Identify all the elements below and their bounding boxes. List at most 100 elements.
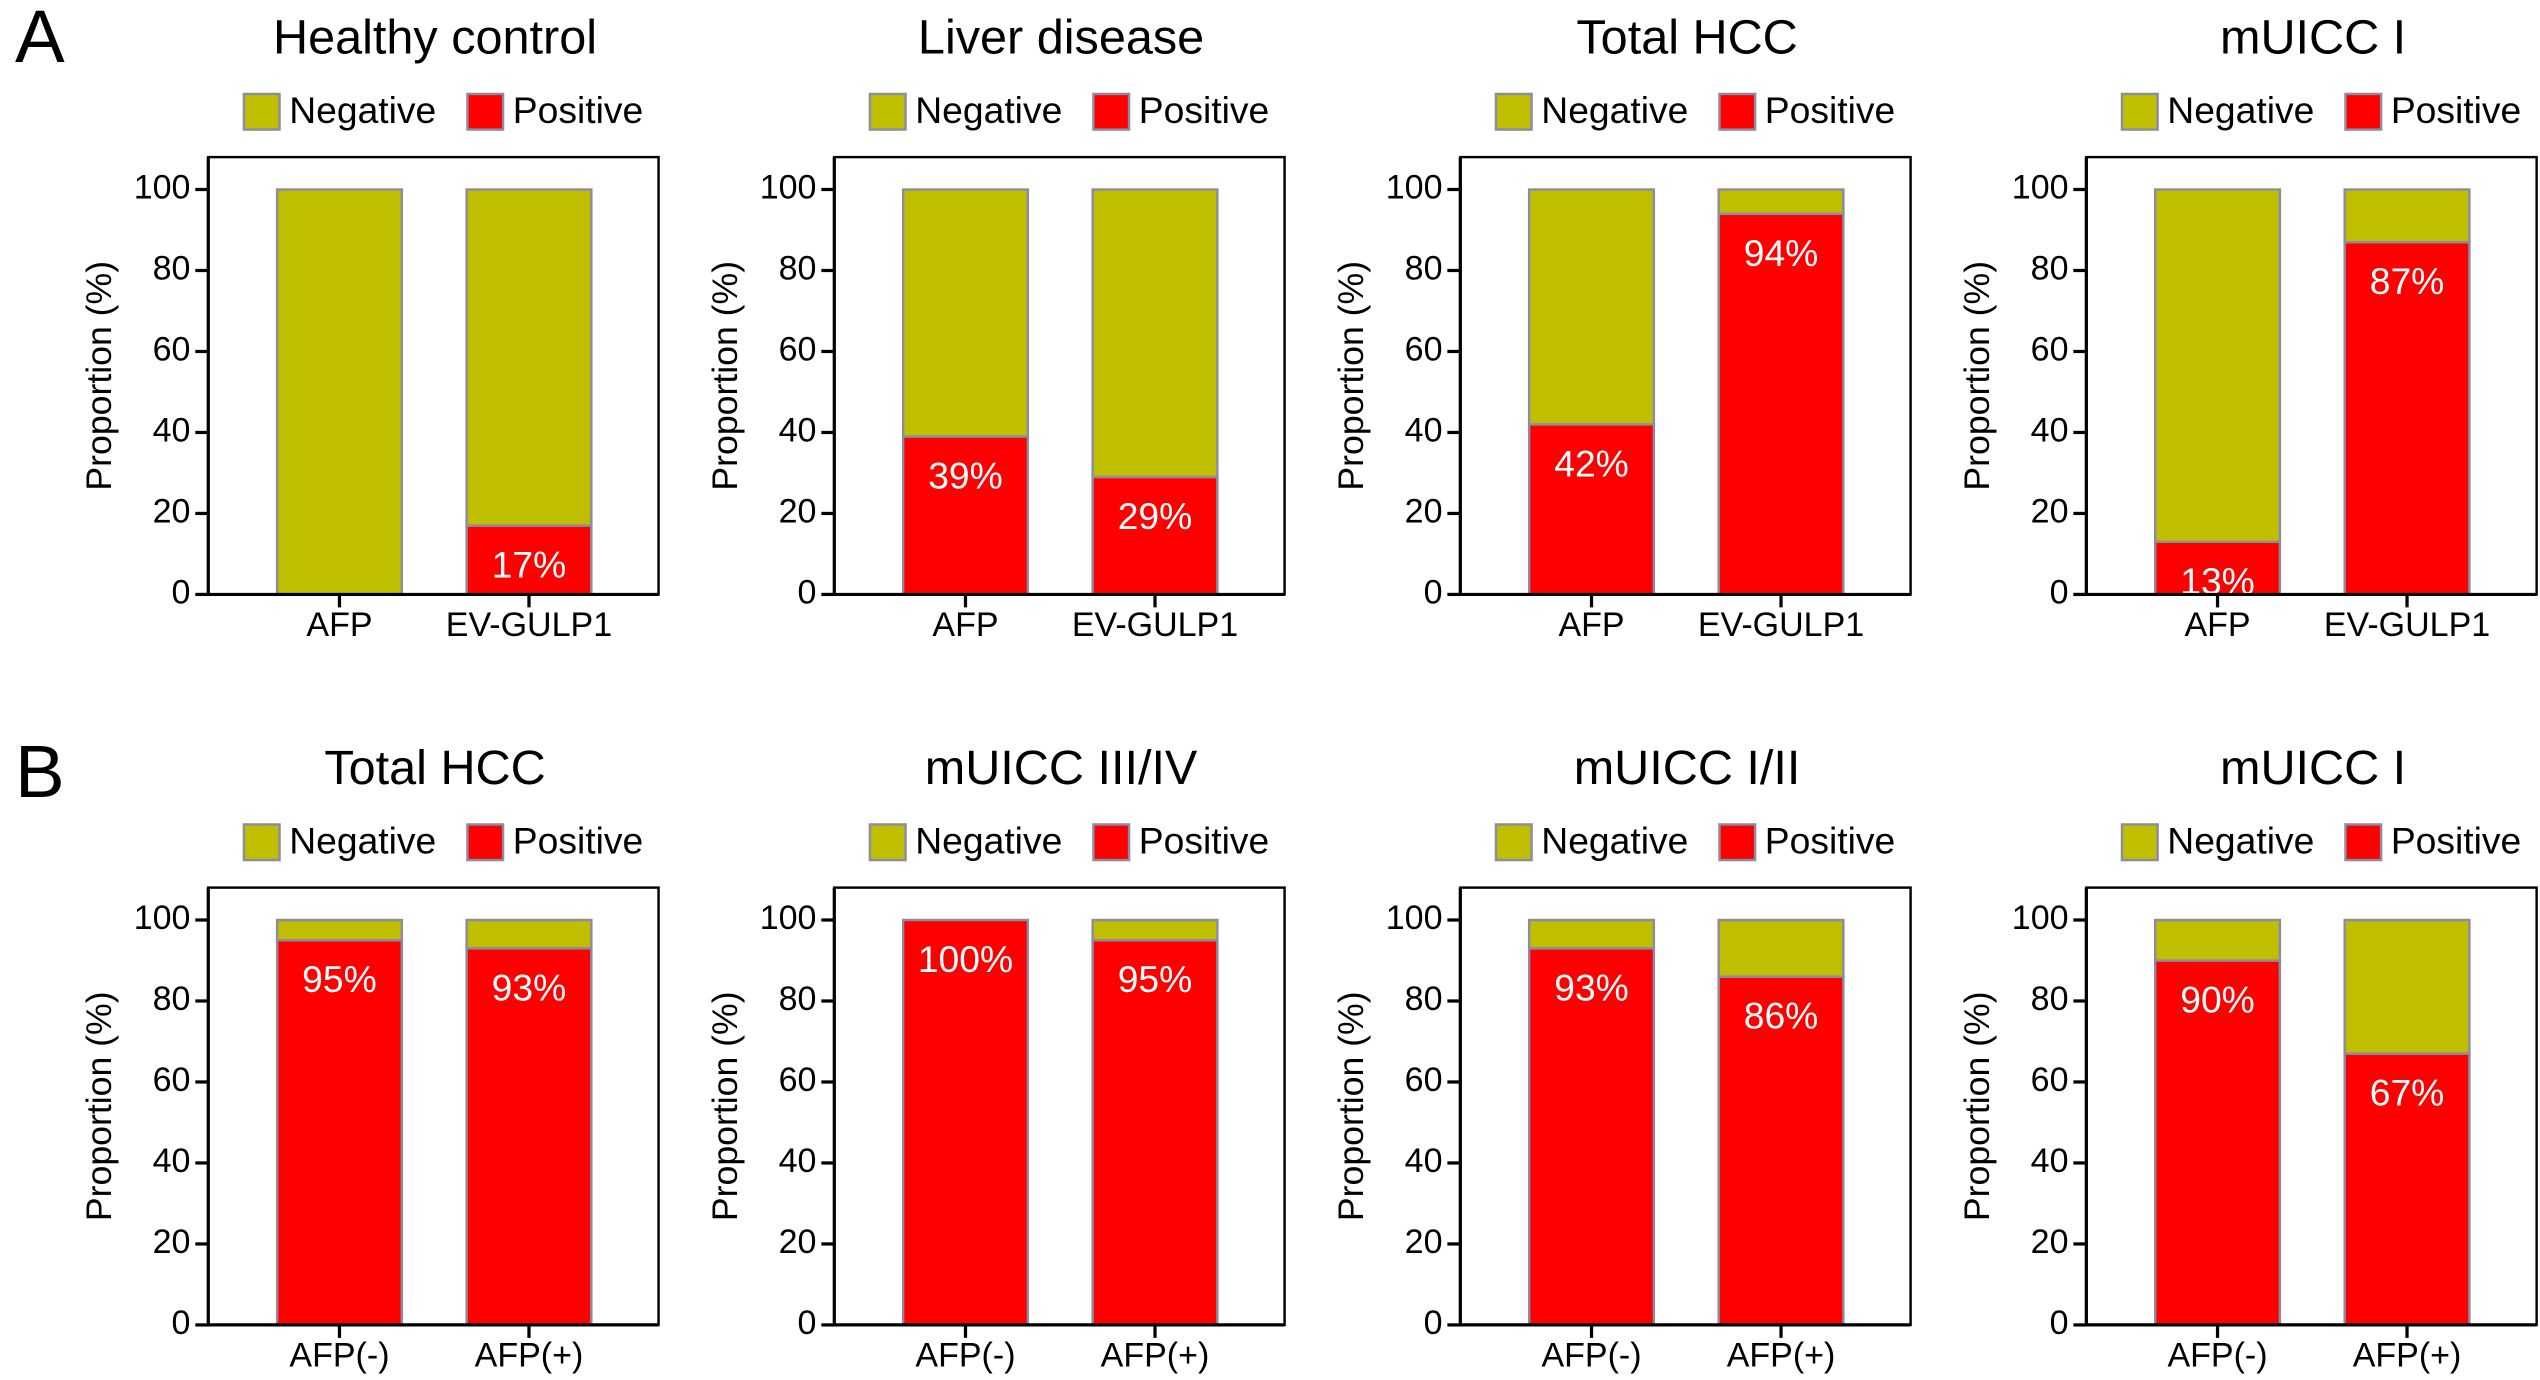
x-tick-label: AFP(-) bbox=[289, 1336, 389, 1374]
legend-swatch bbox=[2120, 823, 2159, 862]
data-label: 95% bbox=[1118, 958, 1193, 1000]
legend-label: Positive bbox=[513, 820, 643, 862]
legend-label: Positive bbox=[1139, 820, 1269, 862]
data-label: 94% bbox=[1744, 232, 1819, 274]
y-tick-label: 60 bbox=[779, 1061, 817, 1099]
legend-label: Negative bbox=[1541, 89, 1688, 131]
y-tick-label: 20 bbox=[153, 492, 191, 530]
x-tick-label: AFP bbox=[1558, 606, 1624, 644]
y-tick-label: 40 bbox=[1405, 1142, 1443, 1180]
bar-segment bbox=[1527, 423, 1656, 596]
chart-title: Healthy control bbox=[273, 10, 597, 64]
x-tick-label: EV-GULP1 bbox=[446, 606, 612, 644]
legend-label: Negative bbox=[289, 89, 436, 131]
x-tick-label: EV-GULP1 bbox=[1698, 606, 1864, 644]
y-tick-label: 80 bbox=[153, 980, 191, 1018]
y-axis-label: Proportion (%) bbox=[705, 261, 745, 491]
bar-segment bbox=[2343, 918, 2471, 1055]
legend-swatch bbox=[2344, 92, 2383, 131]
x-tick-label: AFP(-) bbox=[915, 1336, 1015, 1374]
chart: mUICC I Negative Positive Proportion (%) 0 20… bbox=[1957, 10, 2538, 644]
data-label: 90% bbox=[2180, 978, 2255, 1020]
y-tick-label: 40 bbox=[1405, 411, 1443, 449]
legend-swatch bbox=[1494, 823, 1533, 862]
legend-swatch bbox=[242, 823, 281, 862]
bar-segment bbox=[1527, 188, 1656, 426]
bar-segment bbox=[275, 918, 404, 942]
data-label: 100% bbox=[918, 938, 1013, 980]
legend-swatch bbox=[2344, 823, 2383, 862]
bar-segment bbox=[465, 188, 593, 527]
legend-label: Positive bbox=[1139, 89, 1269, 131]
y-tick-label: 80 bbox=[1405, 249, 1443, 287]
bar-segment bbox=[275, 188, 404, 596]
chart: Total HCC Negative Positive Proportion (%) 0… bbox=[79, 741, 660, 1374]
y-tick-label: 60 bbox=[2031, 330, 2069, 368]
y-axis-label: Proportion (%) bbox=[79, 991, 119, 1221]
y-tick-label: 20 bbox=[2031, 1223, 2069, 1261]
chart: Healthy control Negative Positive Proportio… bbox=[79, 10, 660, 644]
bar-segment bbox=[2153, 188, 2282, 544]
x-tick-label: AFP bbox=[932, 606, 998, 644]
y-tick-label: 20 bbox=[779, 492, 817, 530]
y-tick-label: 40 bbox=[779, 411, 817, 449]
y-tick-label: 20 bbox=[2031, 492, 2069, 530]
data-label: 42% bbox=[1554, 442, 1629, 484]
y-tick-label: 100 bbox=[2012, 168, 2069, 206]
y-tick-label: 80 bbox=[779, 980, 817, 1018]
data-label: 87% bbox=[2370, 260, 2445, 302]
panel-letter: B bbox=[15, 730, 65, 813]
bar-segment bbox=[1091, 939, 1219, 1327]
y-tick-label: 20 bbox=[153, 1223, 191, 1261]
bar-segment bbox=[465, 947, 593, 1327]
chart-title: mUICC III/IV bbox=[925, 741, 1198, 795]
legend-label: Negative bbox=[915, 820, 1062, 862]
chart: mUICC I/II Negative Positive Proportion (%)… bbox=[1331, 741, 1912, 1374]
bar-segment bbox=[1717, 188, 1845, 216]
y-tick-label: 60 bbox=[1405, 1061, 1443, 1099]
y-tick-label: 20 bbox=[1405, 1223, 1443, 1261]
y-tick-label: 0 bbox=[798, 573, 817, 611]
legend-swatch bbox=[1092, 92, 1131, 131]
y-tick-label: 100 bbox=[1386, 168, 1443, 206]
legend-label: Positive bbox=[2391, 89, 2521, 131]
y-tick-label: 60 bbox=[2031, 1061, 2069, 1099]
y-tick-label: 40 bbox=[2031, 1142, 2069, 1180]
y-axis-label: Proportion (%) bbox=[1957, 991, 1997, 1221]
y-tick-label: 100 bbox=[760, 168, 817, 206]
legend-swatch bbox=[1718, 92, 1757, 131]
chart: Liver disease Negative Positive Proportion … bbox=[705, 10, 1286, 644]
chart: mUICC III/IV Negative Positive Proportion (… bbox=[705, 741, 1286, 1374]
legend-label: Negative bbox=[915, 89, 1062, 131]
legend-label: Negative bbox=[2167, 89, 2314, 131]
data-label: 86% bbox=[1744, 995, 1819, 1037]
x-tick-label: AFP bbox=[2184, 606, 2250, 644]
data-label: 67% bbox=[2370, 1072, 2445, 1114]
y-tick-label: 80 bbox=[153, 249, 191, 287]
x-tick-label: AFP(+) bbox=[1101, 1336, 1210, 1374]
legend-swatch bbox=[868, 92, 907, 131]
y-tick-label: 80 bbox=[1405, 980, 1443, 1018]
bar-segment bbox=[465, 918, 593, 950]
y-tick-label: 100 bbox=[1386, 899, 1443, 937]
bar-segment bbox=[1527, 947, 1656, 1327]
y-tick-label: 40 bbox=[2031, 411, 2069, 449]
y-tick-label: 100 bbox=[134, 899, 191, 937]
y-tick-label: 100 bbox=[134, 168, 191, 206]
y-tick-label: 60 bbox=[153, 330, 191, 368]
y-tick-label: 100 bbox=[2012, 899, 2069, 937]
legend-label: Positive bbox=[2391, 820, 2521, 862]
data-label: 93% bbox=[492, 966, 567, 1008]
legend-label: Negative bbox=[1541, 820, 1688, 862]
legend-label: Positive bbox=[1765, 89, 1895, 131]
y-tick-label: 80 bbox=[2031, 980, 2069, 1018]
x-tick-label: AFP(+) bbox=[2353, 1336, 2462, 1374]
legend-swatch bbox=[1494, 92, 1533, 131]
y-tick-label: 0 bbox=[2050, 1304, 2069, 1342]
data-label: 17% bbox=[492, 544, 567, 586]
bar-segment bbox=[1717, 918, 1845, 978]
y-tick-label: 0 bbox=[1424, 573, 1443, 611]
y-axis-label: Proportion (%) bbox=[1331, 991, 1371, 1221]
y-tick-label: 0 bbox=[798, 1304, 817, 1342]
bar-segment bbox=[901, 918, 1030, 1327]
